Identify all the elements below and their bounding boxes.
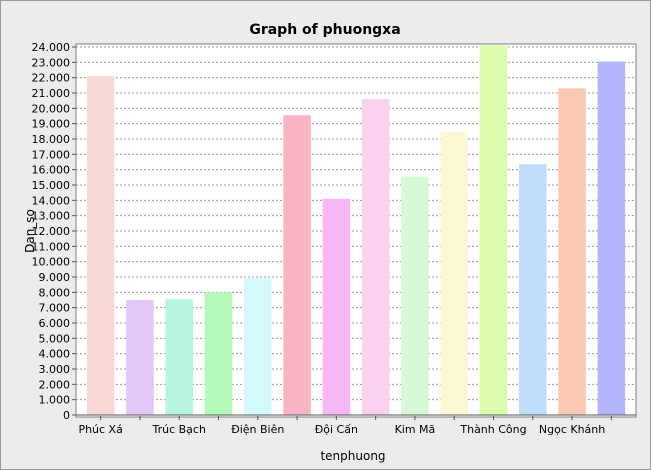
y-tick-label: 19.000 xyxy=(32,118,71,131)
y-tick-label: 2.000 xyxy=(39,378,71,391)
bar xyxy=(558,88,586,416)
y-tick-label: 12.000 xyxy=(32,225,71,238)
y-tick-label: 20.000 xyxy=(32,102,71,115)
x-tick-label: Kim Mã xyxy=(395,423,436,436)
bar xyxy=(361,99,390,415)
y-tick-label: 8.000 xyxy=(39,286,71,299)
y-tick-label: 14.000 xyxy=(32,194,71,207)
bar xyxy=(165,299,193,415)
x-ticks: Phúc Xá Trúc Bạch Điện Biên Đội Cấn Kim Mã Th… xyxy=(76,414,636,436)
y-tick-label: 16.000 xyxy=(32,164,71,177)
bar xyxy=(597,61,626,416)
bar xyxy=(86,76,115,415)
y-tick-label: 6.000 xyxy=(39,317,71,330)
y-tick-label: 18.000 xyxy=(32,133,71,146)
bar xyxy=(283,115,311,415)
y-tick-label: 23.000 xyxy=(32,56,71,69)
bar xyxy=(479,45,508,415)
bar xyxy=(126,300,154,415)
bar xyxy=(401,176,429,415)
x-tick-label: Phúc Xá xyxy=(78,423,122,436)
y-tick-label: 5.000 xyxy=(39,332,71,345)
y-tick-label: 7.000 xyxy=(39,302,71,315)
y-tick-label: 13.000 xyxy=(32,210,71,223)
x-axis-label: tenphuong xyxy=(320,449,385,463)
bar xyxy=(519,164,547,415)
y-tick-label: 21.000 xyxy=(32,87,71,100)
y-tick-label: 17.000 xyxy=(32,148,71,161)
chart-title: Graph of phuongxa xyxy=(249,22,400,38)
y-tick-label: 24.000 xyxy=(32,41,71,54)
bar xyxy=(204,292,233,415)
x-tick-label: Thành Công xyxy=(459,423,526,436)
y-ticks: 0 1.000 2.000 3.000 4.000 5.000 6.000 7.000 8.00… xyxy=(32,41,76,422)
bars xyxy=(86,45,626,416)
y-tick-label: 4.000 xyxy=(39,348,71,361)
y-axis-label: Dan_so xyxy=(23,209,37,253)
y-tick-label: 11.000 xyxy=(32,240,71,253)
bar xyxy=(244,278,272,415)
x-tick-label: Đội Cấn xyxy=(315,423,358,436)
y-tick-label: 10.000 xyxy=(32,256,71,269)
y-tick-label: 1.000 xyxy=(39,394,71,407)
x-tick-label: Ngọc Khánh xyxy=(539,423,605,436)
x-tick-label: Điện Biên xyxy=(231,423,284,436)
y-tick-label: 9.000 xyxy=(39,271,71,284)
y-tick-label: 3.000 xyxy=(39,363,71,376)
y-tick-label: 22.000 xyxy=(32,72,71,85)
x-tick-label: Trúc Bạch xyxy=(151,423,205,436)
bar xyxy=(440,132,468,415)
y-tick-label: 15.000 xyxy=(32,179,71,192)
y-tick-label: 0 xyxy=(63,409,70,422)
bar xyxy=(322,198,351,415)
